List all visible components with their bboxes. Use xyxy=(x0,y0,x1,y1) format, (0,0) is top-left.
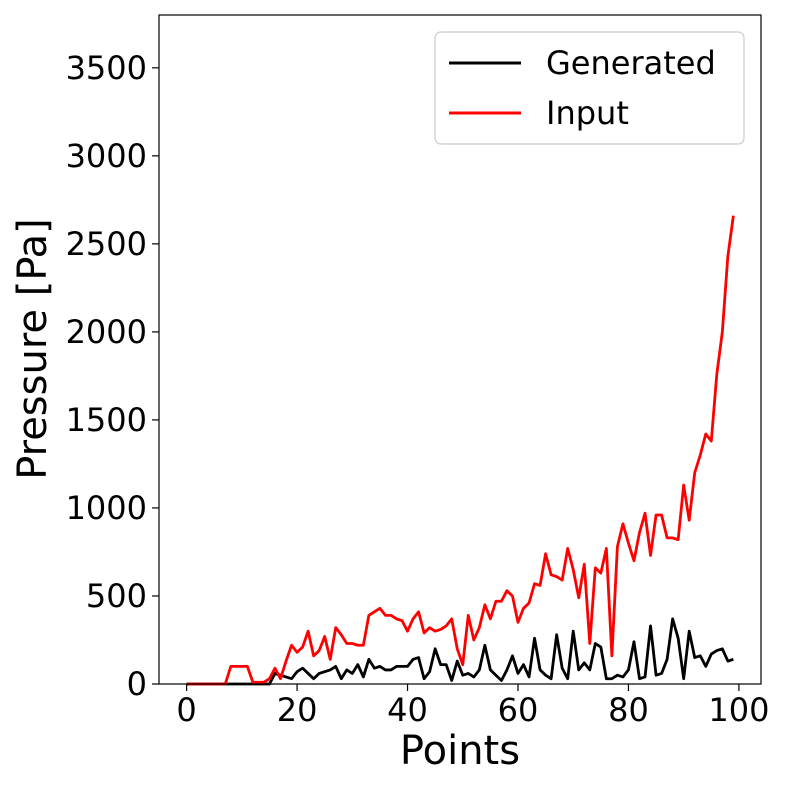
series-line-input xyxy=(186,215,735,686)
x-axis-label: Points xyxy=(400,728,520,774)
y-tick-label: 2000 xyxy=(66,313,147,351)
y-tick-label: 3500 xyxy=(66,49,147,87)
y-tick-label: 2500 xyxy=(66,225,147,263)
y-tick-label: 0 xyxy=(127,665,147,703)
legend-label-generated: Generated xyxy=(546,44,716,82)
y-tick-label: 500 xyxy=(86,577,147,615)
y-axis-label: Pressure [Pa] xyxy=(10,218,56,480)
y-tick-label: 3000 xyxy=(66,137,147,175)
x-axis-ticks: 0 20 40 60 80 100 xyxy=(176,684,769,729)
legend-label-input: Input xyxy=(546,94,629,132)
legend-box xyxy=(434,31,745,145)
x-tick-label: 80 xyxy=(608,691,649,729)
y-tick-label: 1500 xyxy=(66,401,147,439)
x-tick-label: 20 xyxy=(277,691,318,729)
y-axis-ticks: 0 500 1000 1500 2000 2500 3000 3500 xyxy=(66,49,159,703)
plot-frame xyxy=(158,14,762,685)
legend: Generated Input xyxy=(434,31,745,145)
series-layer xyxy=(186,215,735,686)
y-tick-label: 1000 xyxy=(66,489,147,527)
x-tick-label: 60 xyxy=(498,691,539,729)
x-tick-label: 100 xyxy=(708,691,769,729)
x-tick-label: 40 xyxy=(387,691,428,729)
x-tick-label: 0 xyxy=(176,691,196,729)
